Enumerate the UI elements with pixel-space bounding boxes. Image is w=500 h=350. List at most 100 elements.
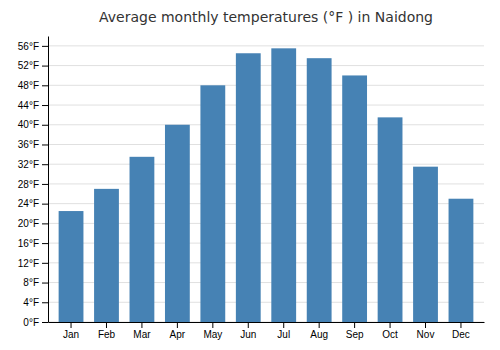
tick-label: 4°F — [23, 297, 39, 308]
bar — [449, 199, 474, 322]
tick: Dec — [452, 322, 470, 340]
plot: 0°F 4°F 8°F 12°F 16°F 20°F 24°F 28°F 32°F 36°F 40°… — [18, 37, 485, 341]
tick-label: 52°F — [18, 60, 39, 71]
grid-line — [48, 144, 484, 145]
tick-label: 16°F — [18, 238, 39, 249]
tick-mark — [42, 283, 48, 284]
tick: 40°F — [18, 119, 48, 130]
tick-label: Feb — [98, 329, 116, 340]
tick: Apr — [170, 322, 186, 340]
tick-label: 24°F — [18, 198, 39, 209]
tick-mark — [460, 322, 461, 328]
tick-mark — [42, 243, 48, 244]
tick-mark — [319, 322, 320, 328]
bar — [165, 125, 190, 322]
tick-mark — [42, 164, 48, 165]
tick-mark — [390, 322, 391, 328]
tick: Mar — [133, 322, 151, 340]
grid-line — [48, 164, 484, 165]
tick: 12°F — [18, 258, 48, 269]
tick-label: 48°F — [18, 80, 39, 91]
y-axis: 0°F 4°F 8°F 12°F 16°F 20°F 24°F 28°F 32°F 36°F 40°… — [18, 37, 49, 328]
tick: 32°F — [18, 159, 48, 170]
tick-mark — [283, 322, 284, 328]
tick-mark — [354, 322, 355, 328]
tick: 48°F — [18, 80, 48, 91]
tick-label: 44°F — [18, 100, 39, 111]
grid-line — [48, 124, 484, 125]
bar — [130, 157, 155, 322]
tick: Jun — [240, 322, 256, 340]
grid-line — [48, 45, 484, 46]
bar — [236, 53, 261, 322]
tick-mark — [42, 302, 48, 303]
tick: Oct — [382, 322, 398, 340]
grid — [48, 46, 484, 322]
tick-label: Sep — [346, 329, 364, 340]
tick: 52°F — [18, 60, 48, 71]
tick: Jul — [277, 322, 290, 340]
tick-label: Dec — [452, 329, 470, 340]
tick: Sep — [346, 322, 364, 340]
tick-mark — [141, 322, 142, 328]
tick-label: 32°F — [18, 159, 39, 170]
tick-label: Mar — [133, 329, 151, 340]
tick-mark — [71, 322, 72, 328]
tick-mark — [425, 322, 426, 328]
bar — [378, 117, 403, 322]
tick-mark — [106, 322, 107, 328]
tick: 0°F — [23, 317, 48, 328]
tick: 4°F — [23, 297, 48, 308]
bar — [307, 58, 332, 322]
tick-mark — [42, 66, 48, 67]
tick-mark — [42, 322, 48, 323]
tick-label: 28°F — [18, 179, 39, 190]
tick: 24°F — [18, 198, 48, 209]
tick-mark — [42, 223, 48, 224]
tick-mark — [42, 204, 48, 205]
tick-label: Jan — [63, 329, 79, 340]
chart: 0°F 4°F 8°F 12°F 16°F 20°F 24°F 28°F 32°F 36°F 40°… — [0, 0, 500, 350]
tick-label: 8°F — [23, 277, 39, 288]
tick: Nov — [417, 322, 435, 340]
tick-label: Oct — [382, 329, 398, 340]
tick-label: Apr — [170, 329, 186, 340]
tick-mark — [42, 85, 48, 86]
tick-mark — [248, 322, 249, 328]
axis-line — [48, 37, 49, 323]
bar — [94, 189, 119, 322]
tick-mark — [42, 46, 48, 47]
title: Average monthly temperatures (°F ) in Na… — [99, 9, 433, 25]
tick-label: May — [203, 329, 222, 340]
tick: 28°F — [18, 179, 48, 190]
tick-mark — [42, 125, 48, 126]
tick-mark — [177, 322, 178, 328]
grid-line — [48, 65, 484, 66]
bar — [413, 167, 438, 322]
tick-label: 56°F — [18, 41, 39, 52]
bars — [59, 48, 474, 322]
grid-line — [48, 105, 484, 106]
tick: Jan — [63, 322, 79, 340]
tick-mark — [42, 144, 48, 145]
bar — [59, 211, 84, 322]
tick: 16°F — [18, 238, 48, 249]
tick-label: Aug — [310, 329, 328, 340]
tick-mark — [42, 105, 48, 106]
tick: 20°F — [18, 218, 48, 229]
tick-label: 40°F — [18, 119, 39, 130]
tick-mark — [42, 263, 48, 264]
tick: 36°F — [18, 139, 48, 150]
tick: 56°F — [18, 41, 48, 52]
tick-label: Nov — [417, 329, 435, 340]
tick-mark — [212, 322, 213, 328]
tick: Feb — [98, 322, 116, 340]
tick: 8°F — [23, 277, 48, 288]
tick-label: Jun — [240, 329, 256, 340]
grid-line — [48, 85, 484, 86]
axis-line — [49, 322, 485, 323]
tick-label: 12°F — [18, 258, 39, 269]
tick-label: 0°F — [23, 317, 39, 328]
tick: Aug — [310, 322, 328, 340]
tick-mark — [42, 184, 48, 185]
